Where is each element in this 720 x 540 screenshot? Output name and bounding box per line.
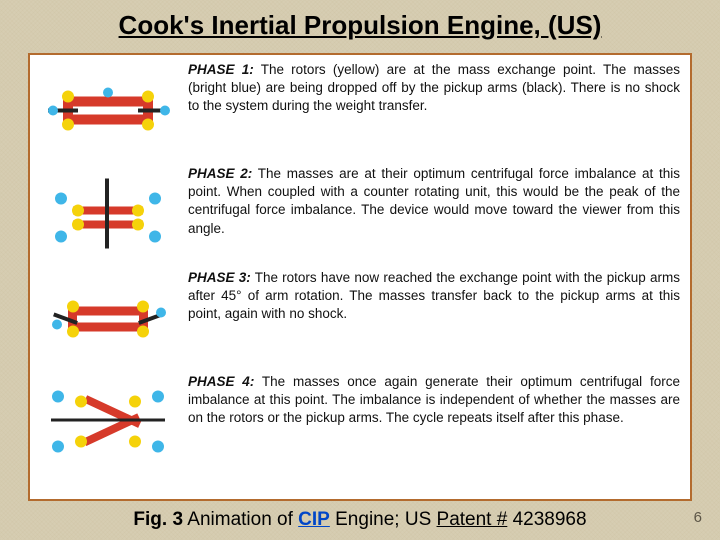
- caption-cip: CIP: [298, 509, 330, 530]
- phase4-text: PHASE 4: The masses once again generate …: [188, 373, 680, 428]
- phase-row: PHASE 2: The masses are at their optimum…: [38, 165, 680, 257]
- phase1-diagram: [38, 61, 178, 153]
- phase1-body: The rotors (yellow) are at the mass exch…: [188, 62, 680, 113]
- phase4-label: PHASE 4:: [188, 374, 254, 389]
- phase2-body: The masses are at their optimum centrifu…: [188, 166, 680, 236]
- phase3-diagram: [38, 269, 178, 361]
- phase2-diagram: [38, 165, 178, 257]
- phase1-text: PHASE 1: The rotors (yellow) are at the …: [188, 61, 680, 116]
- caption-fig: Fig. 3: [133, 509, 183, 530]
- phase4-diagram: [38, 373, 178, 465]
- phase3-body: The rotors have now reached the exchange…: [188, 270, 680, 321]
- figure-panel: PHASE 1: The rotors (yellow) are at the …: [28, 53, 692, 501]
- figure-caption: Fig. 3 Animation of CIP Engine; US Paten…: [0, 507, 720, 531]
- phase-row: PHASE 4: The masses once again generate …: [38, 373, 680, 465]
- phase1-label: PHASE 1:: [188, 62, 254, 77]
- phase2-text: PHASE 2: The masses are at their optimum…: [188, 165, 680, 238]
- caption-patent-label: Patent #: [437, 509, 508, 530]
- phase3-text: PHASE 3: The rotors have now reached the…: [188, 269, 680, 324]
- page-title: Cook's Inertial Propulsion Engine, (US): [0, 0, 720, 49]
- phase4-body: The masses once again generate their opt…: [188, 374, 680, 425]
- page-number: 6: [694, 509, 702, 526]
- caption-patent-num: 4238968: [507, 509, 586, 530]
- phase-row: PHASE 3: The rotors have now reached the…: [38, 269, 680, 361]
- caption-mid1: Animation of: [183, 509, 298, 530]
- phase2-label: PHASE 2:: [188, 166, 252, 181]
- caption-mid2: Engine; US: [330, 509, 437, 530]
- phase-row: PHASE 1: The rotors (yellow) are at the …: [38, 61, 680, 153]
- phase3-label: PHASE 3:: [188, 270, 251, 285]
